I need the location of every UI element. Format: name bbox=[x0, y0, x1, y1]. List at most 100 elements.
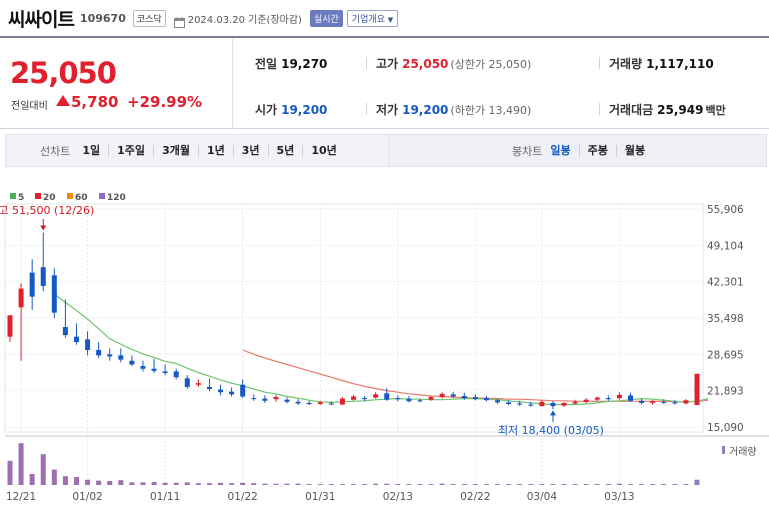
volume-bar bbox=[306, 484, 312, 485]
candle-body bbox=[140, 366, 146, 369]
x-tick-label: 01/22 bbox=[228, 491, 258, 503]
volume-bar bbox=[173, 482, 179, 485]
candle-body bbox=[650, 401, 656, 403]
y-tick-label: 55,906 bbox=[707, 204, 744, 216]
market-badge: 코스닥 bbox=[132, 9, 166, 27]
x-tick-label: 01/02 bbox=[72, 491, 102, 503]
x-tick-label: 03/04 bbox=[527, 491, 558, 503]
divider bbox=[366, 103, 367, 115]
legend-label: 5 bbox=[18, 193, 24, 203]
candle-body bbox=[683, 400, 689, 404]
volume-bar bbox=[472, 484, 478, 485]
y-tick-label: 42,301 bbox=[707, 277, 744, 289]
candle-body bbox=[539, 401, 545, 407]
realtime-button[interactable]: 실시간 bbox=[309, 9, 343, 27]
line-chart-label: 선차트 bbox=[40, 144, 71, 158]
y-tick-label: 21,893 bbox=[707, 386, 744, 398]
volume-bar bbox=[339, 484, 345, 485]
period-3y-button[interactable]: 3년 bbox=[232, 144, 268, 157]
candle-body bbox=[351, 396, 356, 400]
candle-body bbox=[40, 267, 46, 286]
volume-bar bbox=[594, 484, 600, 485]
volume-bar bbox=[251, 483, 257, 485]
volume-bar bbox=[328, 484, 334, 485]
x-tick-label: 02/13 bbox=[383, 491, 413, 503]
high-annotation: 최고 51,500 (12/26) bbox=[0, 204, 94, 217]
trade-value: 거래대금 25,949 백만 bbox=[609, 101, 726, 118]
trade-value-amount: 25,949 bbox=[657, 103, 704, 117]
daily-candle-button[interactable]: 일봉 bbox=[550, 143, 571, 157]
volume-bar bbox=[373, 483, 379, 485]
volume-bar bbox=[40, 454, 46, 485]
period-3m-button[interactable]: 3개월 bbox=[153, 144, 198, 157]
candle-body bbox=[506, 402, 512, 404]
candle-body bbox=[184, 378, 190, 387]
volume-bar bbox=[650, 484, 656, 485]
volume-bar bbox=[395, 484, 401, 485]
volume-legend-label: 거래량 bbox=[729, 446, 757, 458]
trade-value-unit: 백만 bbox=[705, 104, 726, 117]
volume-bar bbox=[295, 483, 301, 485]
weekly-candle-button[interactable]: 주봉 bbox=[578, 144, 616, 157]
candle-body bbox=[384, 393, 390, 400]
volume-bar bbox=[539, 484, 545, 485]
candle-body bbox=[550, 402, 556, 407]
candle-body bbox=[51, 275, 57, 313]
volume-bar bbox=[495, 484, 501, 485]
candle-body bbox=[594, 397, 600, 400]
stock-header: 씨싸이트 109670 코스닥 2024.03.20 기준(장마감) 실시간 기… bbox=[0, 0, 769, 36]
candle-body bbox=[450, 394, 456, 397]
low-annotation: 최저 18,400 (03/05) bbox=[498, 424, 604, 437]
period-1w-button[interactable]: 1주일 bbox=[108, 144, 153, 157]
volume-bar bbox=[29, 474, 35, 485]
period-10y-button[interactable]: 10년 bbox=[302, 144, 344, 157]
candle-body bbox=[417, 400, 423, 402]
y-tick-label: 49,104 bbox=[707, 240, 744, 252]
volume-bar bbox=[406, 484, 412, 485]
low-label: 저가 bbox=[376, 103, 399, 117]
lower-limit: (하한가 13,490) bbox=[450, 104, 532, 117]
candle-body bbox=[118, 355, 124, 360]
volume-bar bbox=[672, 484, 678, 485]
candle-body bbox=[672, 402, 678, 404]
x-tick-label: 01/11 bbox=[150, 491, 180, 503]
volume-bar bbox=[162, 482, 168, 485]
volume-bar bbox=[461, 484, 467, 485]
volume-label: 거래량 bbox=[609, 57, 643, 71]
volume-bar bbox=[550, 484, 556, 485]
volume-bar bbox=[428, 484, 434, 485]
volume-bar bbox=[195, 483, 201, 485]
y-tick-label: 15,090 bbox=[707, 422, 744, 434]
quote-panel: 25,050 전일대비 5,780 +29.99% 전일 19,270 고가 25,… bbox=[0, 38, 769, 129]
volume-bar bbox=[506, 484, 512, 485]
candle-body bbox=[73, 336, 79, 343]
candle-chart-label: 봉차트 bbox=[512, 144, 543, 158]
x-tick-label: 03/13 bbox=[604, 491, 634, 503]
candle-body bbox=[362, 398, 368, 400]
legend-label: 120 bbox=[107, 193, 126, 203]
candle-body bbox=[96, 350, 102, 356]
candle-body bbox=[317, 402, 323, 404]
volume-bar bbox=[96, 480, 102, 485]
volume-bar bbox=[572, 484, 578, 485]
line-chart-periods: 선차트 1일 1주일 3개월 1년 3년 5년 10년 bbox=[6, 135, 389, 166]
period-5y-button[interactable]: 5년 bbox=[267, 144, 303, 157]
candle-body bbox=[107, 354, 113, 357]
x-tick-label: 01/31 bbox=[305, 491, 335, 503]
company-overview-dropdown[interactable]: 기업개요 ▼ bbox=[346, 9, 399, 27]
legend-swatch bbox=[35, 193, 41, 199]
legend-swatch bbox=[67, 193, 73, 199]
volume-bar bbox=[583, 484, 589, 485]
volume-bar bbox=[107, 481, 113, 485]
period-1d-button[interactable]: 1일 bbox=[82, 143, 101, 157]
candle-body bbox=[162, 371, 168, 374]
stock-code: 109670 bbox=[79, 11, 126, 25]
volume-bar bbox=[7, 460, 13, 485]
monthly-candle-button[interactable]: 월봉 bbox=[615, 144, 653, 157]
volume-bar bbox=[384, 483, 390, 485]
period-1y-button[interactable]: 1년 bbox=[197, 144, 233, 157]
candle-body bbox=[583, 399, 589, 402]
company-overview-label: 기업개요 bbox=[351, 14, 385, 25]
volume-bar bbox=[450, 484, 456, 485]
